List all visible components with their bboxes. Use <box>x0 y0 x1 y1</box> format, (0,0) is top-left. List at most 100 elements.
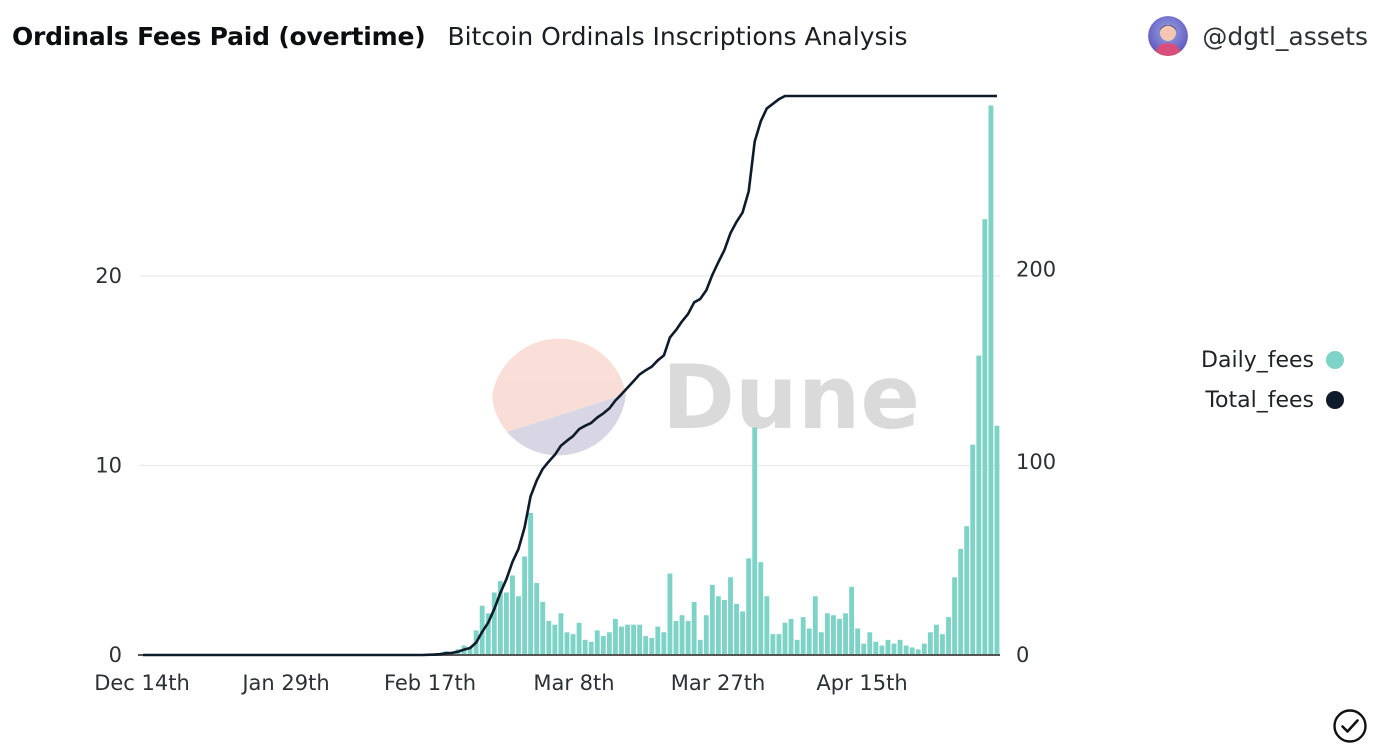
avatar[interactable] <box>1148 16 1189 56</box>
daily-fee-bar <box>625 624 630 655</box>
daily-fee-bar <box>933 624 939 655</box>
daily-fee-bar <box>558 613 564 655</box>
daily-fee-bar <box>697 639 703 655</box>
x-tick-label: Jan 29th <box>240 671 329 695</box>
daily-fee-bar <box>831 615 836 655</box>
daily-fee-bar <box>643 636 649 655</box>
y-right-tick-label: 100 <box>1016 450 1056 474</box>
daily-fee-bar <box>879 645 885 655</box>
chart-header: Ordinals Fees Paid (overtime) Bitcoin Or… <box>12 14 1368 58</box>
daily-fee-bar <box>824 613 830 655</box>
daily-fee-bar <box>546 620 552 655</box>
x-tick-label: Dec 14th <box>94 671 190 695</box>
daily-fee-bar <box>885 639 891 655</box>
daily-fee-bar <box>588 641 594 655</box>
daily-fee-bar <box>534 582 540 655</box>
y-left-tick-label: 10 <box>95 454 122 478</box>
daily-fee-bar <box>788 618 794 655</box>
chart-title: Ordinals Fees Paid (overtime) <box>12 21 426 51</box>
daily-fee-bar <box>667 573 673 655</box>
daily-fee-bar <box>673 620 679 655</box>
daily-fee-bar <box>685 620 691 655</box>
daily-fees-bars <box>425 105 1000 655</box>
daily-fee-bar <box>782 622 788 655</box>
daily-fee-bar <box>709 584 715 655</box>
x-tick-label: Apr 15th <box>816 671 907 695</box>
daily-fee-bar <box>776 634 782 655</box>
daily-fee-bar <box>891 643 897 655</box>
daily-fee-bar <box>982 219 988 655</box>
daily-fee-bar <box>952 577 958 655</box>
daily-fee-bar <box>867 632 873 655</box>
daily-fee-bar <box>970 444 976 655</box>
daily-fee-bar <box>516 596 521 655</box>
daily-fee-bar <box>503 592 509 655</box>
daily-fee-bar <box>770 634 776 655</box>
legend-dot-total-fees <box>1326 391 1344 409</box>
daily-fee-bar <box>964 526 970 655</box>
x-tick-label: Mar 27th <box>671 671 766 695</box>
watermark-logo-bottom <box>507 394 626 456</box>
daily-fee-bar <box>843 613 848 655</box>
daily-fee-bar <box>758 562 764 655</box>
avatar-image <box>1148 16 1189 56</box>
daily-fee-bar <box>722 600 727 655</box>
legend-item-total-fees[interactable]: Total_fees <box>1205 380 1344 420</box>
daily-fee-bar <box>497 581 503 655</box>
daily-fee-bar <box>576 622 582 655</box>
daily-fee-bar <box>946 617 951 655</box>
daily-fee-bar <box>467 647 473 655</box>
watermark-logo-top <box>492 338 626 432</box>
dune-watermark: Dune <box>492 338 920 456</box>
daily-fee-bar <box>606 632 612 655</box>
daily-fee-bar <box>915 649 921 655</box>
y-left-tick-label: 20 <box>95 264 122 288</box>
daily-fee-bar <box>522 556 528 655</box>
daily-fee-bar <box>661 632 667 655</box>
daily-fee-bar <box>734 603 739 655</box>
daily-fee-bar <box>612 618 618 655</box>
daily-fee-bar <box>715 596 721 655</box>
author-username[interactable]: @dgtl_assets <box>1202 21 1368 51</box>
legend: Daily_fees Total_fees <box>1201 340 1344 420</box>
daily-fee-bar <box>855 628 861 655</box>
daily-fee-bar <box>570 634 576 655</box>
daily-fee-bar <box>764 596 770 655</box>
daily-fee-bar <box>976 355 982 655</box>
legend-dot-daily-fees <box>1326 351 1344 369</box>
checkmark-circle-icon[interactable] <box>1332 708 1368 744</box>
x-tick-label: Mar 8th <box>533 671 614 695</box>
daily-fee-bar <box>940 634 945 655</box>
legend-label-daily-fees: Daily_fees <box>1201 347 1314 373</box>
daily-fee-bar <box>540 601 546 655</box>
daily-fee-bar <box>837 618 842 655</box>
daily-fee-bar <box>740 611 746 655</box>
daily-fee-bar <box>861 643 867 655</box>
author-link[interactable]: @dgtl_assets <box>1148 16 1368 56</box>
daily-fee-bar <box>594 630 600 655</box>
daily-fee-bar <box>794 639 800 655</box>
daily-fee-bar <box>485 613 491 655</box>
daily-fee-bar <box>806 628 812 655</box>
dashboard-subtitle[interactable]: Bitcoin Ordinals Inscriptions Analysis <box>447 21 908 51</box>
daily-fee-bar <box>728 577 733 655</box>
y-axis-left: 0 10 20 <box>95 264 122 667</box>
daily-fee-bar <box>909 647 915 655</box>
y-right-tick-label: 0 <box>1016 643 1029 667</box>
daily-fee-bar <box>921 643 927 655</box>
daily-fee-bar <box>873 641 879 655</box>
watermark-text: Dune <box>662 346 920 449</box>
y-right-tick-label: 200 <box>1016 257 1056 281</box>
y-left-tick-label: 0 <box>109 643 122 667</box>
daily-fee-bar <box>655 626 661 655</box>
daily-fee-bar <box>800 617 806 655</box>
x-tick-label: Feb 17th <box>384 671 476 695</box>
daily-fee-bar <box>897 639 903 655</box>
daily-fee-bar <box>818 632 824 655</box>
y-axis-right: 0 100 200 <box>1016 257 1056 667</box>
daily-fee-bar <box>631 624 637 655</box>
daily-fee-bar <box>649 637 655 655</box>
legend-item-daily-fees[interactable]: Daily_fees <box>1201 340 1344 380</box>
daily-fee-bar <box>903 645 909 655</box>
daily-fee-bar <box>994 425 1000 655</box>
